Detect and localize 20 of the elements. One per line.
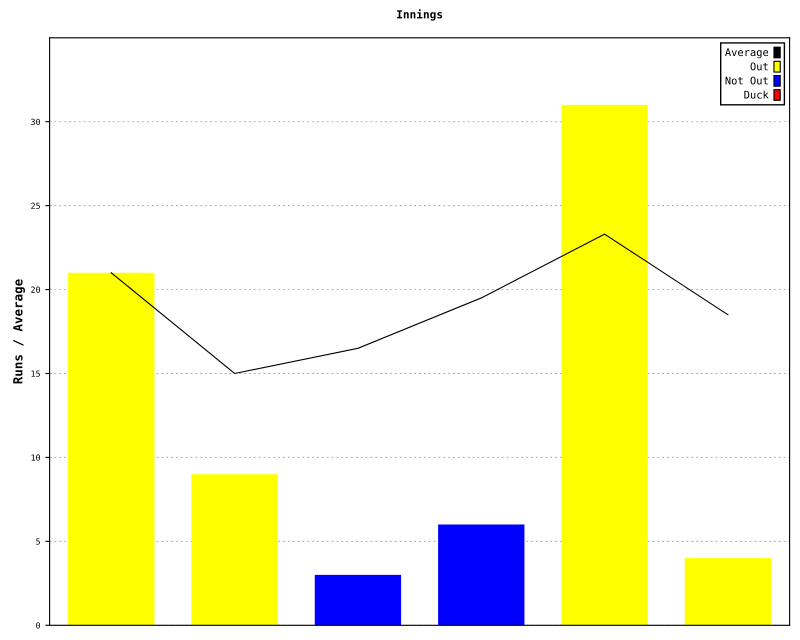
y-tick-label: 25 — [31, 202, 40, 209]
y-tick-label: 20 — [31, 286, 40, 293]
y-tick-label: 15 — [32, 370, 40, 377]
legend-label: Out — [750, 62, 768, 70]
y-tick-label: 10 — [32, 454, 40, 461]
y-tick-label: 0 — [36, 622, 40, 629]
legend-label: Not Out — [726, 76, 768, 84]
y-tick-label: 30 — [31, 118, 40, 125]
bar — [68, 272, 154, 626]
y-tick-label: 5 — [36, 538, 40, 545]
bar — [314, 574, 402, 626]
line-series — [110, 234, 728, 374]
bar — [561, 104, 648, 626]
chart-title: Innings — [397, 9, 442, 21]
legend-label: Duck — [744, 90, 769, 99]
bar — [684, 558, 772, 626]
y-axis-title: Runs / Average — [13, 279, 25, 384]
legend-label: Average — [725, 48, 768, 58]
bar — [438, 524, 524, 626]
bar — [191, 474, 278, 626]
